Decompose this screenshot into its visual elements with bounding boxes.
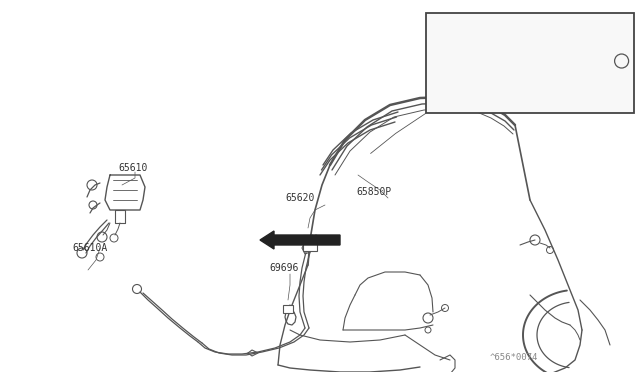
Text: 65620: 65620 (285, 193, 314, 203)
Bar (426, 13, 634, 113)
Bar (303, 235, 317, 251)
Text: [FROM OCT.'89]: [FROM OCT.'89] (434, 26, 516, 36)
Text: 65850M: 65850M (445, 86, 481, 96)
Text: 65850P: 65850P (356, 187, 391, 197)
Bar (283, 305, 293, 313)
FancyArrow shape (260, 231, 340, 249)
Text: 65610: 65610 (118, 163, 147, 173)
Text: 65850N: 65850N (508, 103, 543, 113)
Text: 69696: 69696 (269, 263, 298, 273)
Text: 65610A: 65610A (72, 243, 108, 253)
Text: ^656*0074: ^656*0074 (490, 353, 538, 362)
